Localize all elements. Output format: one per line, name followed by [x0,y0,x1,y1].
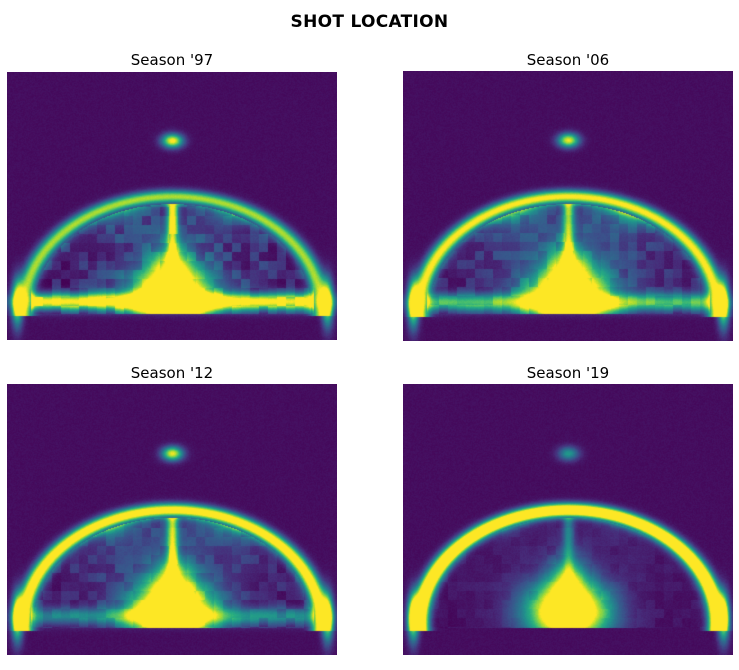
panel-title: Season '19 [526,364,610,382]
heatmap-canvas [7,384,337,655]
heatmap-canvas [403,384,733,655]
panel-title: Season '12 [130,364,214,382]
heatmap-canvas [7,72,337,340]
figure-title: SHOT LOCATION [290,12,449,32]
panel-title: Season '06 [526,51,610,69]
heatmap-panel-2006: Season '06 [403,50,733,341]
panel-title: Season '97 [130,51,214,69]
heatmap-panel-2012: Season '12 [7,363,337,655]
heatmap-panel-2019: Season '19 [403,363,733,655]
heatmap-canvas [403,71,733,341]
heatmap-panel-1997: Season '97 [7,50,337,340]
